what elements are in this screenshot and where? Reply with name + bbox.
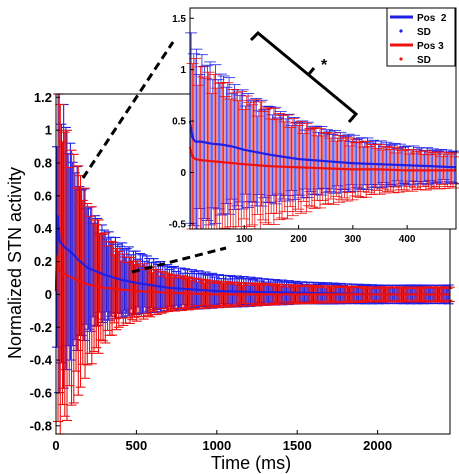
legend-label-sd-red: SD: [417, 55, 431, 66]
y-tick-label: 0: [180, 168, 186, 179]
y-tick-label: 0.2: [34, 254, 52, 269]
series-line-0: [188, 120, 457, 169]
series-line-1: [54, 255, 450, 296]
y-tick-label: -0.5: [169, 219, 187, 230]
zoom-guide-lower: [131, 246, 227, 274]
inset-plot: 100 200 300 400 -0.5 0 0.5 1 1.5 * Pos 2 SD Pos…: [169, 7, 459, 245]
significance-bracket: *: [249, 30, 359, 123]
y-tick-label: -0.4: [30, 353, 53, 368]
y-tick-label: 1.5: [172, 14, 186, 25]
x-tick-label: 400: [399, 234, 416, 245]
y-tick-label: 0.6: [34, 188, 52, 203]
inset-legend: Pos 2 SD Pos 3 SD: [386, 7, 456, 67]
main-x-ticks: 0 500 1000 1500 2000: [52, 430, 392, 453]
y-tick-label: 1: [180, 65, 186, 76]
y-tick-label: -0.2: [30, 320, 52, 335]
x-tick-label: 1000: [202, 438, 231, 453]
zoom-guide-upper: [81, 41, 175, 179]
series-line-1: [188, 146, 456, 172]
legend-swatch-sd-blue: [399, 29, 403, 33]
y-axis-label: Normalized STN activity: [5, 167, 25, 359]
legend-label-pos3: Pos 3: [417, 41, 444, 52]
x-tick-label: 500: [126, 438, 148, 453]
inset-marks: [185, 32, 459, 230]
bracket-line: [249, 30, 359, 123]
x-axis-label: Time (ms): [211, 453, 291, 473]
inset-x-ticks: 100 200 300 400: [236, 225, 416, 245]
main-y-ticks: -0.8 -0.6 -0.4 -0.2 0 0.2 0.4 0.6 0.8 1 1.2: [30, 90, 60, 433]
x-tick-label: 1500: [283, 438, 312, 453]
y-tick-label: 0.8: [34, 156, 52, 171]
y-tick-label: 0: [45, 287, 52, 302]
inset-y-ticks: -0.5 0 0.5 1 1.5: [169, 14, 194, 230]
y-tick-label: 0.5: [172, 117, 186, 128]
legend-label-pos2: Pos 2: [417, 13, 447, 24]
x-tick-label: 2000: [363, 438, 392, 453]
legend-swatch-sd-red: [399, 57, 403, 61]
significance-asterisk: *: [321, 57, 328, 74]
y-tick-label: -0.8: [30, 418, 52, 433]
inset-plot-frame: [189, 7, 457, 230]
y-tick-label: -0.6: [30, 385, 52, 400]
legend-label-sd-blue: SD: [417, 27, 431, 38]
y-tick-label: 1.2: [34, 90, 52, 105]
x-tick-label: 300: [345, 234, 362, 245]
bracket-tick: [307, 67, 316, 75]
x-tick-label: 100: [236, 234, 253, 245]
y-tick-label: 1: [45, 123, 52, 138]
y-tick-label: 0.4: [34, 221, 53, 236]
x-tick-label: 200: [290, 234, 307, 245]
zoom-guide-lines: [81, 41, 227, 274]
x-tick-label: 0: [52, 438, 59, 453]
